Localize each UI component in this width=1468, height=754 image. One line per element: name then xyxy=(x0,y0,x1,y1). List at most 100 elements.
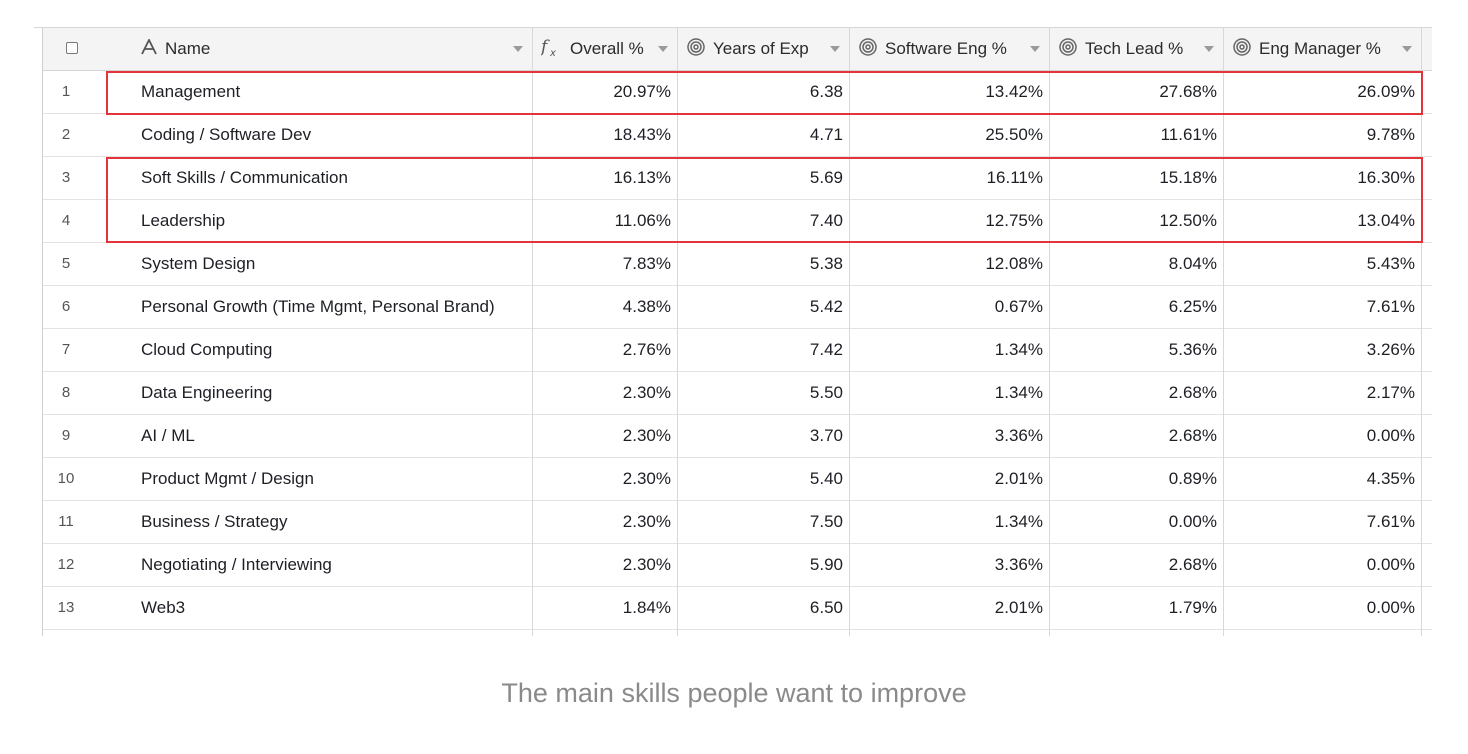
cell-lead[interactable]: 8.04% xyxy=(1168,254,1217,273)
cell-mgr[interactable]: 16.30% xyxy=(1357,168,1415,187)
cell-name[interactable]: Web3 xyxy=(141,598,186,617)
cell-lead[interactable]: 6.25% xyxy=(1168,297,1217,316)
table-row[interactable]: 13 Web3 1.84% 6.50 2.01% 1.79% 0.00% xyxy=(42,587,1432,630)
cell-overall[interactable]: 2.30% xyxy=(622,426,671,445)
cell-name[interactable]: Negotiating / Interviewing xyxy=(141,555,332,574)
chevron-down-icon[interactable] xyxy=(830,46,840,52)
column-header-years[interactable]: Years of Exp xyxy=(678,28,850,70)
table-row[interactable]: 5 System Design 7.83% 5.38 12.08% 8.04% 5.43% xyxy=(42,243,1432,286)
cell-swe[interactable]: 16.11% xyxy=(986,168,1043,187)
select-all-checkbox[interactable] xyxy=(66,42,78,54)
cell-swe[interactable]: 2.01% xyxy=(994,598,1043,617)
table-row[interactable]: 3 Soft Skills / Communication 16.13% 5.69 16… xyxy=(42,157,1432,200)
cell-name[interactable]: Product Mgmt / Design xyxy=(141,469,314,488)
cell-lead[interactable]: 27.68% xyxy=(1159,82,1217,101)
chevron-down-icon[interactable] xyxy=(513,46,523,52)
cell-swe[interactable]: 13.42% xyxy=(985,82,1043,101)
chevron-down-icon[interactable] xyxy=(1402,46,1412,52)
cell-overall[interactable]: 2.76% xyxy=(622,340,671,359)
cell-years[interactable]: 5.69 xyxy=(809,168,843,187)
cell-overall[interactable]: 11.06% xyxy=(614,211,671,230)
cell-years[interactable]: 6.38 xyxy=(809,82,843,101)
cell-lead[interactable]: 2.68% xyxy=(1168,555,1217,574)
cell-overall[interactable]: 2.30% xyxy=(622,555,671,574)
cell-lead[interactable]: 1.79% xyxy=(1168,598,1217,617)
cell-name[interactable]: Coding / Software Dev xyxy=(141,125,312,144)
cell-lead[interactable]: 5.36% xyxy=(1168,340,1217,359)
cell-years[interactable]: 3.70 xyxy=(809,426,843,445)
cell-mgr[interactable]: 7.61% xyxy=(1366,512,1415,531)
cell-overall[interactable]: 20.97% xyxy=(613,82,671,101)
cell-years[interactable]: 5.90 xyxy=(809,555,843,574)
cell-overall[interactable]: 16.13% xyxy=(613,168,671,187)
table-row[interactable]: 12 Negotiating / Interviewing 2.30% 5.90 3.3… xyxy=(42,544,1432,587)
cell-overall[interactable]: 18.43% xyxy=(613,125,671,144)
cell-swe[interactable]: 1.34% xyxy=(994,383,1043,402)
cell-years[interactable]: 5.38 xyxy=(809,254,843,273)
cell-name[interactable]: Management xyxy=(141,82,241,101)
cell-mgr[interactable]: 9.78% xyxy=(1366,125,1415,144)
cell-overall[interactable]: 2.30% xyxy=(622,469,671,488)
cell-years[interactable]: 6.50 xyxy=(809,598,843,617)
table-row[interactable]: 10 Product Mgmt / Design 2.30% 5.40 2.01% 0.8… xyxy=(42,458,1432,501)
cell-name[interactable]: Business / Strategy xyxy=(141,512,288,531)
cell-years[interactable]: 7.50 xyxy=(809,512,843,531)
cell-swe[interactable]: 2.01% xyxy=(994,469,1043,488)
cell-swe[interactable]: 3.36% xyxy=(994,555,1043,574)
cell-lead[interactable]: 2.68% xyxy=(1168,383,1217,402)
chevron-down-icon[interactable] xyxy=(1204,46,1214,52)
cell-overall[interactable]: 1.84% xyxy=(622,598,671,617)
cell-mgr[interactable]: 0.00% xyxy=(1366,426,1415,445)
cell-mgr[interactable]: 4.35% xyxy=(1366,469,1415,488)
cell-swe[interactable]: 12.75% xyxy=(985,211,1043,230)
cell-mgr[interactable]: 5.43% xyxy=(1366,254,1415,273)
cell-swe[interactable]: 12.08% xyxy=(985,254,1043,273)
cell-years[interactable]: 5.42 xyxy=(809,297,843,316)
cell-name[interactable]: Cloud Computing xyxy=(141,340,273,359)
cell-swe[interactable]: 25.50% xyxy=(985,125,1043,144)
column-header-overall[interactable]: f x Overall % xyxy=(533,28,678,70)
cell-lead[interactable]: 15.18% xyxy=(1159,168,1217,187)
cell-name[interactable]: Soft Skills / Communication xyxy=(141,168,348,187)
cell-mgr[interactable]: 0.00% xyxy=(1366,555,1415,574)
cell-name[interactable]: System Design xyxy=(141,254,256,273)
cell-overall[interactable]: 2.30% xyxy=(622,383,671,402)
column-header-tech-lead[interactable]: Tech Lead % xyxy=(1050,28,1224,70)
cell-years[interactable]: 7.42 xyxy=(809,340,843,359)
column-header-software-eng[interactable]: Software Eng % xyxy=(850,28,1050,70)
select-all-cell[interactable] xyxy=(42,28,132,70)
cell-name[interactable]: Leadership xyxy=(141,211,226,230)
cell-swe[interactable]: 1.34% xyxy=(994,512,1043,531)
cell-name[interactable]: Personal Growth (Time Mgmt, Personal Bra… xyxy=(141,297,495,316)
cell-overall[interactable]: 7.83% xyxy=(622,254,671,273)
table-row[interactable]: 6 Personal Growth (Time Mgmt, Personal Br… xyxy=(42,286,1432,329)
cell-years[interactable]: 7.40 xyxy=(809,211,843,230)
table-row[interactable]: 2 Coding / Software Dev 18.43% 4.71 25.50% 11… xyxy=(42,114,1432,157)
cell-mgr[interactable]: 0.00% xyxy=(1366,598,1415,617)
cell-swe[interactable]: 1.34% xyxy=(994,340,1043,359)
chevron-down-icon[interactable] xyxy=(658,46,668,52)
table-row[interactable]: 11 Business / Strategy 2.30% 7.50 1.34% 0.00%… xyxy=(42,501,1432,544)
cell-mgr[interactable]: 13.04% xyxy=(1357,211,1415,230)
cell-swe[interactable]: 0.67% xyxy=(994,297,1043,316)
column-header-name[interactable]: Name xyxy=(140,28,533,70)
cell-lead[interactable]: 0.00% xyxy=(1168,512,1217,531)
cell-mgr[interactable]: 2.17% xyxy=(1366,383,1415,402)
cell-lead[interactable]: 2.68% xyxy=(1168,426,1217,445)
table-row[interactable]: 7 Cloud Computing 2.76% 7.42 1.34% 5.36% 3.26% xyxy=(42,329,1432,372)
cell-mgr[interactable]: 7.61% xyxy=(1366,297,1415,316)
table-row[interactable]: 8 Data Engineering 2.30% 5.50 1.34% 2.68% 2.17… xyxy=(42,372,1432,415)
cell-years[interactable]: 4.71 xyxy=(809,125,843,144)
cell-years[interactable]: 5.50 xyxy=(809,383,843,402)
cell-mgr[interactable]: 26.09% xyxy=(1357,82,1415,101)
column-header-eng-manager[interactable]: Eng Manager % xyxy=(1224,28,1422,70)
cell-lead[interactable]: 11.61% xyxy=(1160,125,1217,144)
cell-swe[interactable]: 3.36% xyxy=(994,426,1043,445)
cell-lead[interactable]: 12.50% xyxy=(1159,211,1217,230)
table-row[interactable]: 9 AI / ML 2.30% 3.70 3.36% 2.68% 0.00% xyxy=(42,415,1432,458)
cell-overall[interactable]: 2.30% xyxy=(622,512,671,531)
chevron-down-icon[interactable] xyxy=(1030,46,1040,52)
cell-years[interactable]: 5.40 xyxy=(809,469,843,488)
cell-mgr[interactable]: 3.26% xyxy=(1366,340,1415,359)
cell-name[interactable]: AI / ML xyxy=(141,426,195,445)
